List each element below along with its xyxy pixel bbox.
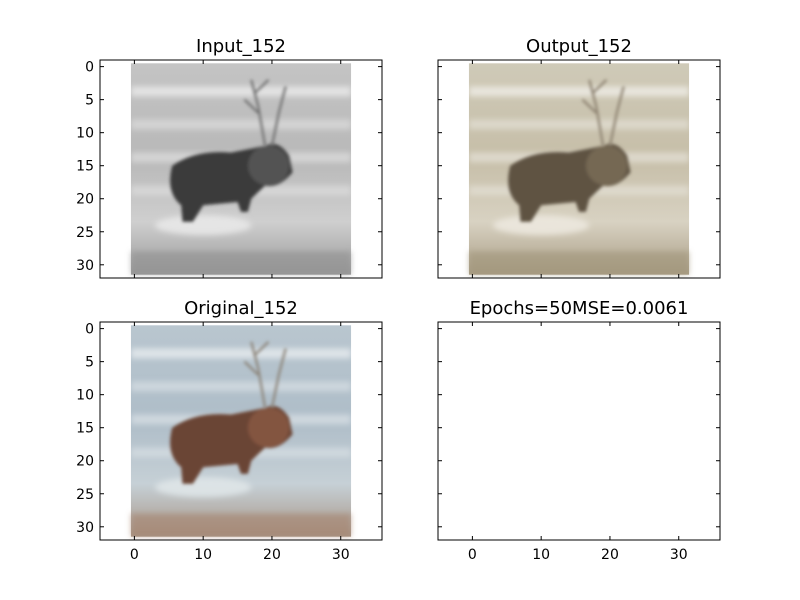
y-tick-label: 10 [76, 126, 94, 142]
image-elk-antlers [243, 341, 287, 409]
image-streak [130, 348, 352, 359]
y-tick-label: 5 [85, 93, 94, 109]
image-elk-antler [243, 79, 287, 147]
panel-4: 0 10 20 30 Epochs=50MSE=0.0061 [437, 298, 721, 563]
image-snow [130, 477, 352, 537]
y-tick-label: 25 [76, 225, 94, 241]
image-elk-neck [585, 145, 628, 186]
axes-frame [437, 59, 721, 279]
x-tick-label: 30 [332, 547, 350, 563]
x-tick-label: 10 [532, 547, 550, 563]
image-ground [130, 251, 352, 275]
image-snow-patch [493, 215, 590, 236]
x-tick-label: 0 [130, 547, 139, 563]
y-tick-label: 0 [85, 60, 94, 76]
image-elk-antlers [243, 79, 287, 147]
image-streak [130, 119, 352, 130]
x-tick-label: 20 [601, 547, 619, 563]
panel-title: Output_152 [526, 36, 632, 57]
image-streak [468, 119, 690, 130]
panel-2: Output_152 [437, 36, 721, 279]
image-elk-antler [243, 341, 287, 409]
axes-frame [99, 59, 383, 279]
image-snow [130, 215, 352, 275]
image-snow [468, 215, 690, 275]
y-tick-label: 0 [85, 322, 94, 338]
panel-image [130, 63, 352, 275]
x-tick-label: 10 [194, 547, 212, 563]
panel-1: 0 5 10 15 20 25 30 Input_152 [76, 36, 383, 279]
panel-title: Epochs=50MSE=0.0061 [470, 298, 689, 319]
y-tick-label: 30 [76, 520, 94, 536]
image-streak [130, 381, 352, 392]
y-tick-label: 25 [76, 487, 94, 503]
panel-3: 0 10 20 30 0 5 10 15 20 25 30 Original_152 [76, 298, 383, 563]
image-snow-patch [155, 215, 252, 236]
image-elk [170, 144, 293, 222]
image-ground [130, 513, 352, 537]
panel-image [468, 63, 690, 275]
y-tick-label: 20 [76, 454, 94, 470]
x-tick-label: 20 [263, 547, 281, 563]
image-snow-patch [155, 477, 252, 498]
axes-frame [99, 321, 383, 541]
x-tick-label: 30 [670, 547, 688, 563]
panel-title: Original_152 [184, 298, 298, 319]
x-tick-label: 0 [468, 547, 477, 563]
image-elk-antler [581, 79, 625, 147]
y-tick-label: 5 [85, 355, 94, 371]
y-tick-label: 10 [76, 388, 94, 404]
image-elk [170, 406, 293, 484]
image-elk-neck [247, 145, 290, 186]
y-tick-label: 30 [76, 258, 94, 274]
panel-image [130, 325, 352, 537]
panel-title: Input_152 [196, 36, 286, 57]
image-ground [468, 251, 690, 275]
image-elk-neck [247, 407, 290, 448]
image-streak [130, 86, 352, 97]
y-tick-label: 15 [76, 159, 94, 175]
y-tick-label: 20 [76, 192, 94, 208]
image-streak [468, 86, 690, 97]
axes-frame [437, 321, 721, 541]
image-elk-antlers [581, 79, 625, 147]
y-tick-label: 15 [76, 421, 94, 437]
image-elk [508, 144, 631, 222]
